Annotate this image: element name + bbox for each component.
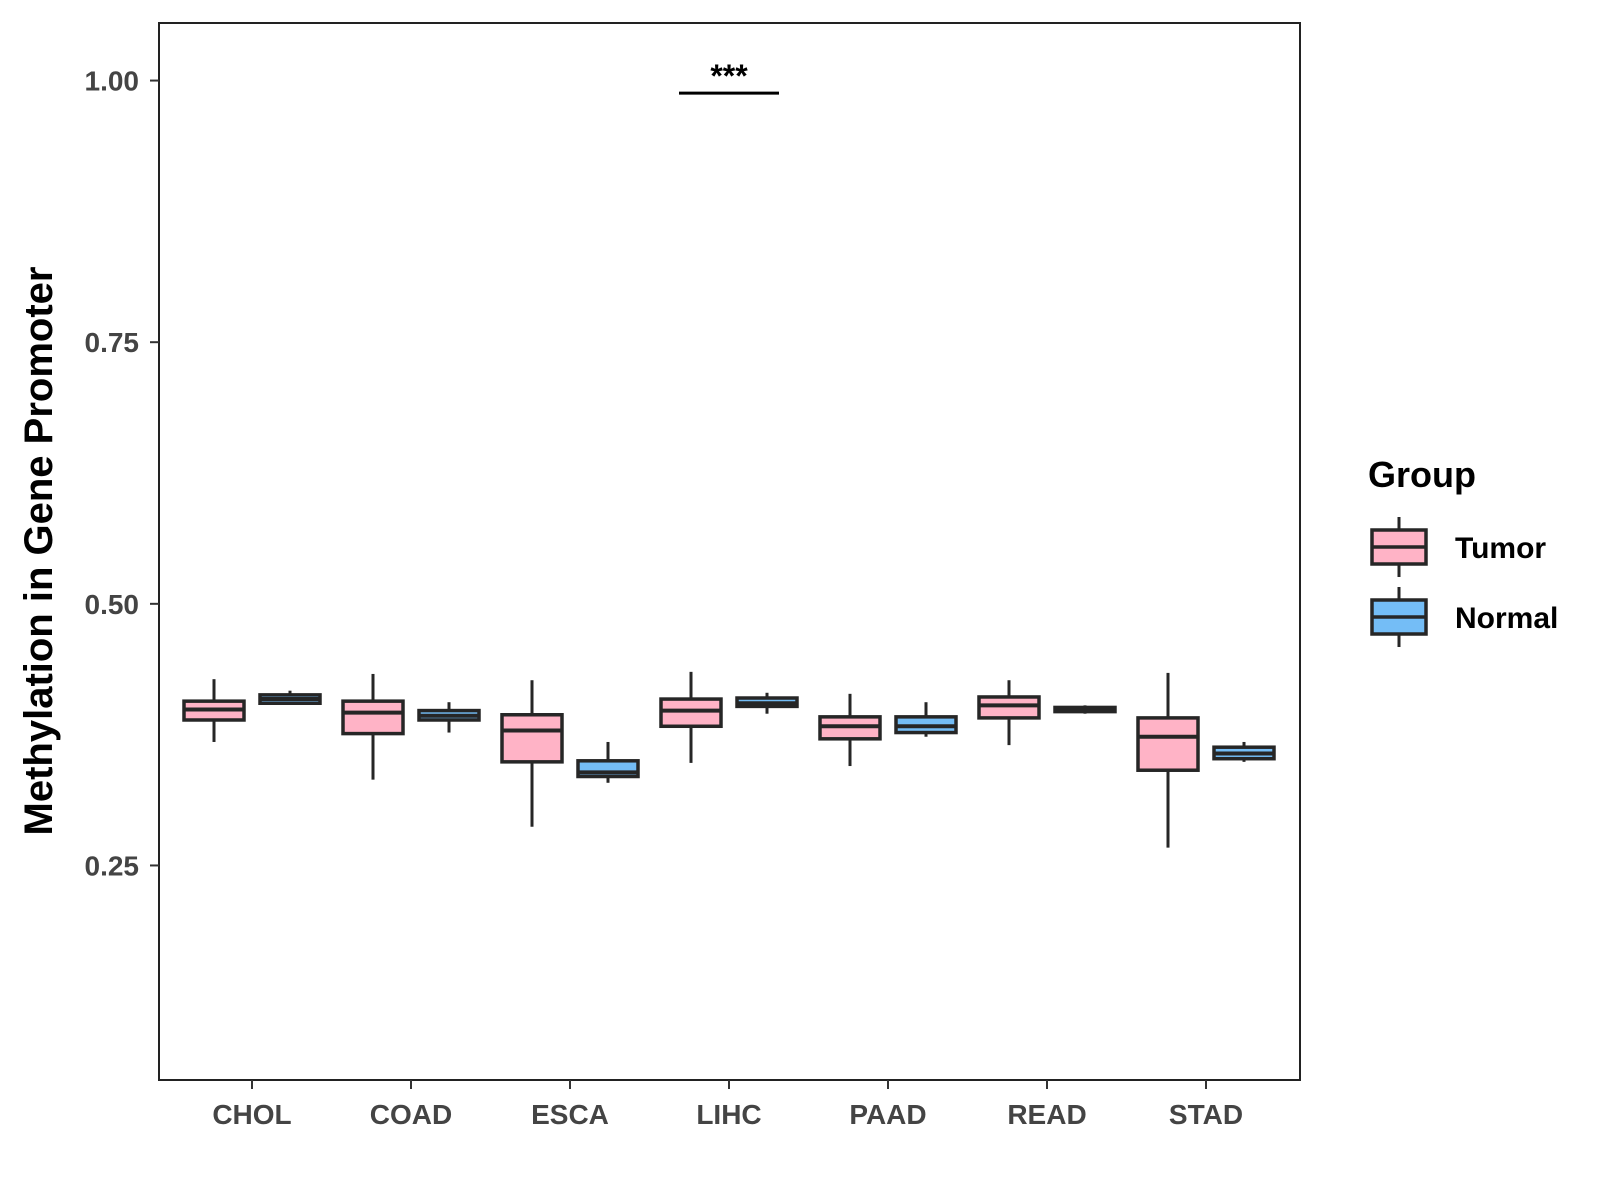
legend-title: Group	[1368, 454, 1476, 495]
legend: Group Tumor Normal	[1368, 454, 1558, 647]
y-tick-label-3: 1.00	[85, 66, 140, 97]
y-tick-label-0: 0.25	[85, 850, 140, 881]
box-normal-coad	[417, 702, 481, 733]
box-tumor-read	[977, 680, 1041, 746]
box-tumor-read-iqr	[977, 695, 1041, 720]
box-normal-paad	[894, 702, 958, 737]
box-normal-esca	[576, 741, 640, 783]
significance-label-lihc: ***	[710, 58, 748, 94]
box-tumor-coad	[341, 673, 405, 780]
box-tumor-chol	[182, 679, 246, 742]
box-layer	[182, 671, 1276, 848]
box-tumor-stad	[1136, 672, 1200, 848]
y-axis-title: Methylation in Gene Promoter	[17, 267, 61, 836]
box-normal-lihc	[735, 692, 799, 714]
x-tick-label-coad: COAD	[370, 1099, 452, 1130]
box-tumor-coad-iqr	[341, 699, 405, 736]
y-axis: 0.25 0.50 0.75 1.00	[85, 66, 159, 881]
x-tick-label-lihc: LIHC	[696, 1099, 761, 1130]
box-tumor-lihc	[659, 671, 723, 763]
box-normal-read	[1053, 705, 1117, 714]
box-normal-stad	[1212, 741, 1276, 762]
x-axis: CHOL COAD ESCA LIHC PAAD READ STAD	[212, 1080, 1243, 1130]
box-tumor-paad	[818, 693, 882, 767]
x-tick-label-chol: CHOL	[212, 1099, 291, 1130]
panel-border	[158, 22, 1301, 1081]
box-normal-chol	[258, 690, 322, 705]
x-tick-label-read: READ	[1007, 1099, 1086, 1130]
x-tick-label-paad: PAAD	[849, 1099, 926, 1130]
box-tumor-esca	[500, 680, 564, 827]
box-tumor-lihc-iqr	[659, 697, 723, 729]
y-tick-label-2: 0.75	[85, 327, 140, 358]
x-tick-label-stad: STAD	[1169, 1099, 1243, 1130]
y-tick-label-1: 0.50	[85, 589, 140, 620]
x-tick-label-esca: ESCA	[531, 1099, 609, 1130]
box-tumor-esca-iqr	[500, 713, 564, 764]
legend-key-tumor	[1370, 517, 1428, 577]
significance-annotations: ***	[679, 58, 779, 95]
box-tumor-stad-iqr	[1136, 716, 1200, 772]
legend-key-normal	[1370, 587, 1428, 647]
legend-label-tumor: Tumor	[1455, 532, 1546, 565]
legend-label-normal: Normal	[1455, 602, 1558, 635]
